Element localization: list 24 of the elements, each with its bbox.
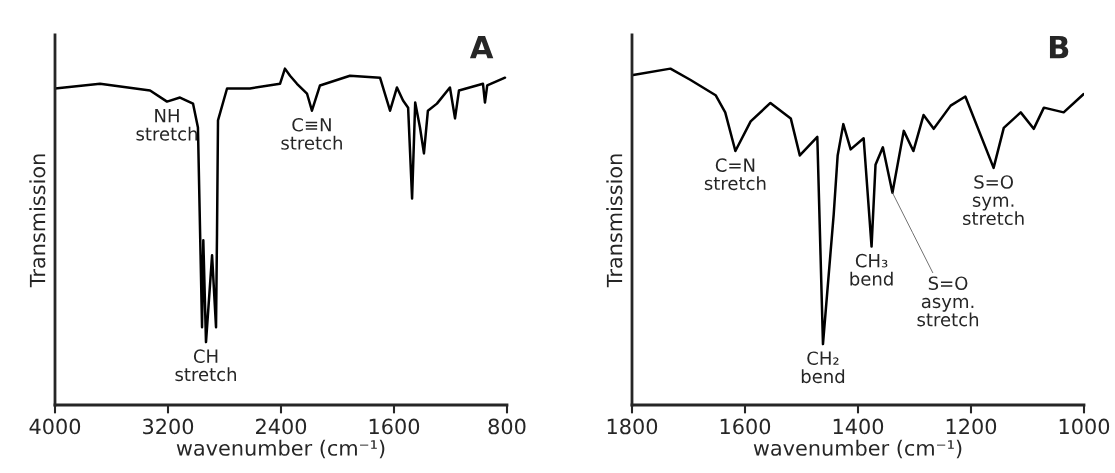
x-tick-label: 1800 [607, 418, 658, 435]
annotation: NH stretch [136, 109, 198, 141]
x-tick-label: 3200 [143, 418, 194, 435]
text: A [469, 35, 494, 59]
annotation: C≡N stretch [281, 117, 342, 150]
x-tick-label: 1400 [833, 418, 884, 435]
y-axis-title: Transmission [606, 154, 623, 288]
x-axis-title: wavenumber (cm⁻¹) [176, 439, 385, 459]
annotation: CH stretch [175, 349, 236, 382]
x-tick-label: 1000 [1059, 418, 1110, 435]
x-tick-label: 1600 [369, 418, 420, 435]
x-tick-label: 1600 [720, 418, 771, 435]
x-tick-label: 2400 [256, 418, 307, 435]
x-tick-label: 1200 [946, 418, 997, 435]
annotation: CH₂ bend [801, 351, 845, 384]
y-axis-title: Transmission [29, 154, 46, 288]
x-tick-label: 800 [488, 418, 526, 435]
annotation: CH₃ bend [850, 253, 893, 286]
annotation: S=O sym. stretch [963, 175, 1024, 226]
text: B [1049, 35, 1069, 59]
annotation: C=N stretch [704, 158, 766, 191]
x-tick-label: 4000 [29, 418, 81, 435]
x-axis-title: wavenumber (cm⁻¹) [753, 439, 962, 459]
annotation: S=O asym. stretch [917, 276, 979, 327]
